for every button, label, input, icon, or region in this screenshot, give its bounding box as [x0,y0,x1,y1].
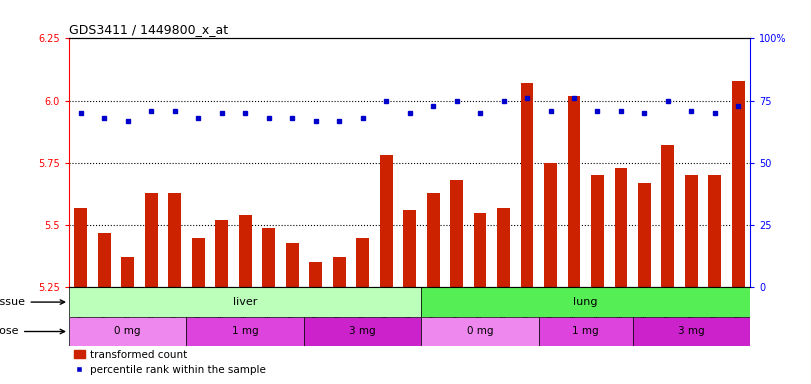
Bar [215,220,228,287]
Text: 3 mg: 3 mg [350,326,375,336]
Text: tissue: tissue [0,297,65,307]
Bar [568,96,581,287]
Bar [309,263,322,287]
Bar [75,208,87,287]
Bar [238,215,251,287]
Bar [421,317,539,346]
Bar [615,168,628,287]
Bar [333,258,345,287]
Bar [591,175,604,287]
Bar [427,193,440,287]
Text: 0 mg: 0 mg [114,326,141,336]
Bar [421,287,750,317]
Bar [685,175,698,287]
Bar [450,180,463,287]
Text: dose: dose [0,326,65,336]
Bar [69,317,187,346]
Text: liver: liver [233,297,257,307]
Bar [403,210,416,287]
Bar [380,156,393,287]
Bar [662,146,675,287]
Bar [638,183,651,287]
Bar [285,243,298,287]
Text: 1 mg: 1 mg [232,326,259,336]
Bar [304,317,421,346]
Bar [497,208,510,287]
Text: lung: lung [573,297,598,307]
Bar [187,317,304,346]
Bar [732,81,744,287]
Text: 0 mg: 0 mg [467,326,493,336]
Text: 1 mg: 1 mg [573,326,599,336]
Bar [97,233,110,287]
Bar [191,238,204,287]
Bar [474,213,487,287]
Bar [144,193,157,287]
Bar [121,258,134,287]
Bar [168,193,181,287]
Text: GDS3411 / 1449800_x_at: GDS3411 / 1449800_x_at [69,23,228,36]
Bar [544,163,557,287]
Bar [262,228,275,287]
Bar [633,317,750,346]
Text: 3 mg: 3 mg [678,326,705,336]
Bar [709,175,722,287]
Bar [539,317,633,346]
Bar [356,238,369,287]
Bar [521,83,534,287]
Legend: transformed count, percentile rank within the sample: transformed count, percentile rank withi… [74,350,266,375]
Bar [69,287,421,317]
